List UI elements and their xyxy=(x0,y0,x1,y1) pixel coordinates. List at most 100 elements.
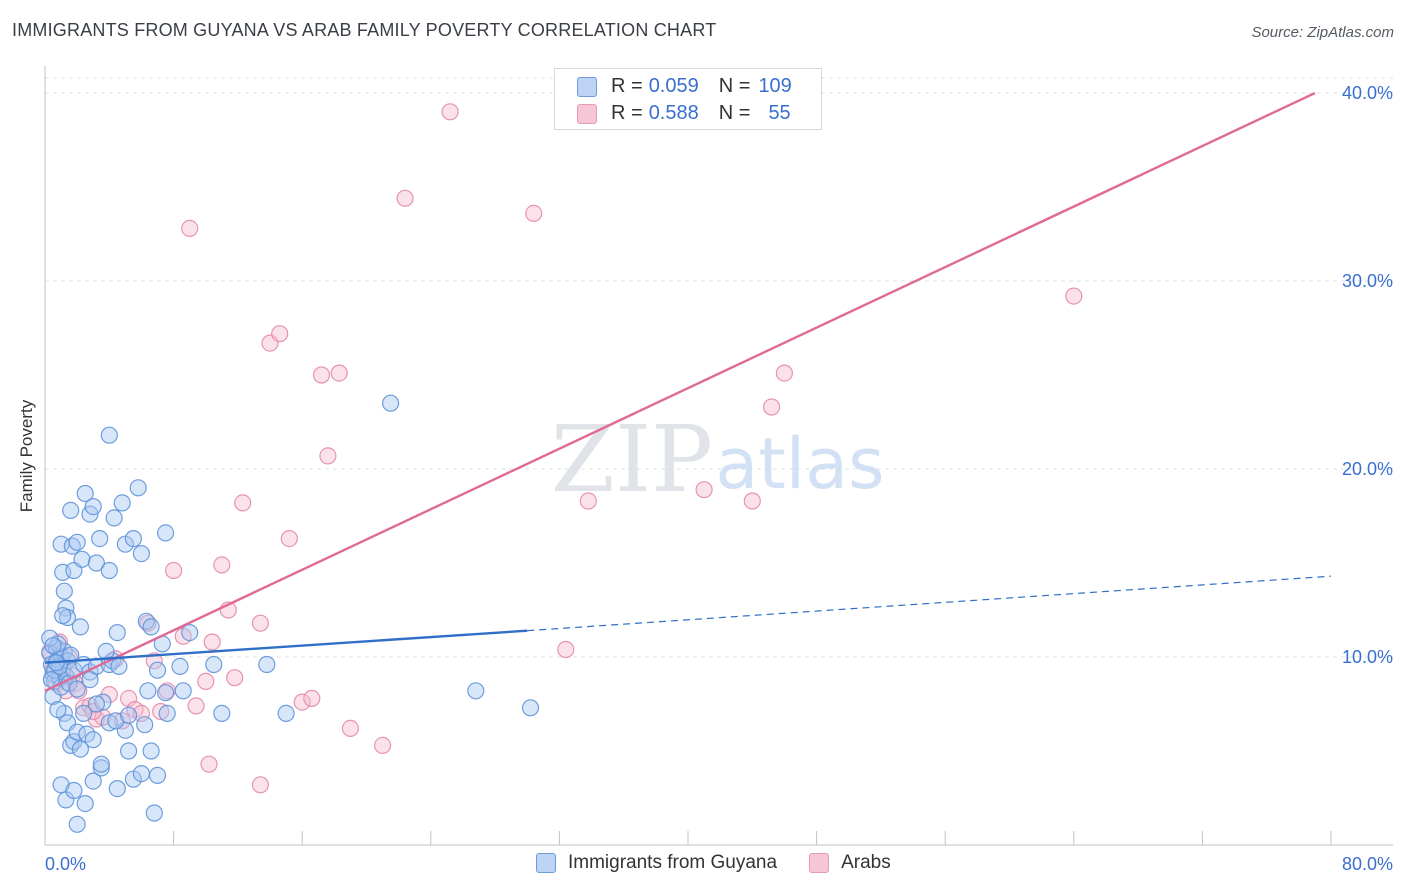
arabs-point xyxy=(330,364,348,382)
arabs-point xyxy=(226,669,244,687)
arabs-point xyxy=(775,364,794,382)
guyana-point xyxy=(213,704,231,723)
x-tick-label: 80.0% xyxy=(1342,854,1393,874)
legend-row-arabs: R = 0.588 N = 55 xyxy=(577,102,791,125)
axes xyxy=(44,66,1393,846)
arabs-point xyxy=(152,702,170,721)
guyana-point xyxy=(94,693,112,711)
guyana-point xyxy=(108,779,126,798)
guyana-point xyxy=(382,394,400,412)
guyana-point xyxy=(84,498,102,516)
arabs-point xyxy=(579,492,597,510)
legend-row-guyana: R = 0.059 N = 109 xyxy=(577,75,792,98)
tick-labels: 10.0% 20.0% 30.0% 40.0% 0.0% 80.0% xyxy=(45,83,1393,874)
guyana-point xyxy=(158,704,176,723)
guyana-legend-swatch xyxy=(536,853,556,873)
guyana-point xyxy=(142,618,160,636)
arabs-point xyxy=(200,755,218,773)
arabs-point xyxy=(557,640,575,659)
arabs-point xyxy=(303,689,321,708)
arabs-point xyxy=(251,776,269,794)
guyana-point xyxy=(258,655,276,674)
arabs-point xyxy=(251,614,269,632)
arabs-point xyxy=(374,736,392,755)
guyana-point xyxy=(92,759,110,777)
trend-lines xyxy=(44,91,1332,692)
arabs-point xyxy=(234,494,252,512)
guyana-point xyxy=(74,704,93,723)
series-legend: Immigrants from Guyana Arabs xyxy=(536,852,923,874)
r-label: R = xyxy=(611,102,643,124)
guyana-point xyxy=(100,561,118,580)
arabs-point xyxy=(280,529,298,548)
guyana-point xyxy=(467,682,485,700)
guyana-point xyxy=(54,607,72,625)
guyana-point xyxy=(120,706,138,724)
guyana-point xyxy=(100,426,118,444)
guyana-point xyxy=(181,623,199,642)
correlation-legend-box: R = 0.059 N = 109 R = 0.588 N = 55 xyxy=(554,68,822,130)
guyana-point xyxy=(68,815,86,833)
guyana-point xyxy=(44,637,62,655)
guyana-point xyxy=(120,742,138,760)
guyana-point xyxy=(92,755,110,773)
arabs-point xyxy=(271,325,289,343)
guyana-point xyxy=(137,612,155,630)
guyana-point xyxy=(205,655,223,674)
guyana-point xyxy=(87,554,106,572)
arabs-point xyxy=(396,189,414,207)
n-value: 55 xyxy=(768,102,791,124)
guyana-point xyxy=(55,582,73,600)
legend-item-arabs[interactable]: Arabs xyxy=(809,852,891,874)
legend-label-guyana: Immigrants from Guyana xyxy=(568,852,778,873)
guyana-point xyxy=(91,529,109,548)
y-tick-label: 40.0% xyxy=(1342,83,1393,103)
guyana-point xyxy=(49,700,67,719)
guyana-point xyxy=(157,684,175,702)
arabs-swatch xyxy=(577,103,597,124)
arabs-point xyxy=(312,366,331,384)
watermark-atlas: atlas xyxy=(715,423,884,505)
guyana-point xyxy=(113,494,131,512)
arabs-point xyxy=(1065,287,1083,305)
guyana-point xyxy=(110,657,128,676)
grid-lines xyxy=(45,77,1393,658)
guyana-point xyxy=(171,657,189,676)
guyana-point xyxy=(87,695,106,713)
arabs-point xyxy=(165,561,183,580)
guyana-point xyxy=(97,642,115,661)
arabs-trend-line xyxy=(44,91,1316,692)
n-label: N = xyxy=(718,75,751,97)
guyana-point xyxy=(142,742,160,760)
guyana-point xyxy=(148,661,167,679)
arabs-point xyxy=(293,693,311,711)
guyana-point xyxy=(68,680,86,698)
guyana-point xyxy=(76,794,94,813)
guyana-point xyxy=(108,623,126,642)
legend-item-guyana[interactable]: Immigrants from Guyana xyxy=(536,852,777,874)
chart-title: IMMIGRANTS FROM GUYANA VS ARAB FAMILY PO… xyxy=(12,20,717,40)
arabs-point xyxy=(762,398,781,416)
guyana-point xyxy=(124,529,142,548)
guyana-swatch xyxy=(577,76,597,97)
watermark-zip: ZIP xyxy=(551,406,713,513)
r-label: R = xyxy=(611,75,643,97)
y-tick-label: 10.0% xyxy=(1342,647,1393,667)
arabs-point xyxy=(132,704,150,723)
y-tick-label: 20.0% xyxy=(1342,459,1393,479)
guyana-trend-line xyxy=(44,629,528,664)
arabs-point xyxy=(695,481,713,499)
guyana-point xyxy=(76,484,94,503)
guyana-point xyxy=(145,804,163,822)
x-tick-label: 0.0% xyxy=(45,854,86,874)
arabs-point xyxy=(203,633,221,651)
guyana-point xyxy=(139,682,157,700)
arabs-point xyxy=(341,719,359,738)
r-value: 0.059 xyxy=(648,75,699,97)
guyana-point xyxy=(71,618,90,636)
arabs-point xyxy=(319,447,337,465)
guyana-point xyxy=(105,509,123,527)
watermark: ZIP atlas xyxy=(551,406,885,513)
arabs-legend-swatch xyxy=(809,853,830,873)
guyana-point xyxy=(81,670,99,689)
